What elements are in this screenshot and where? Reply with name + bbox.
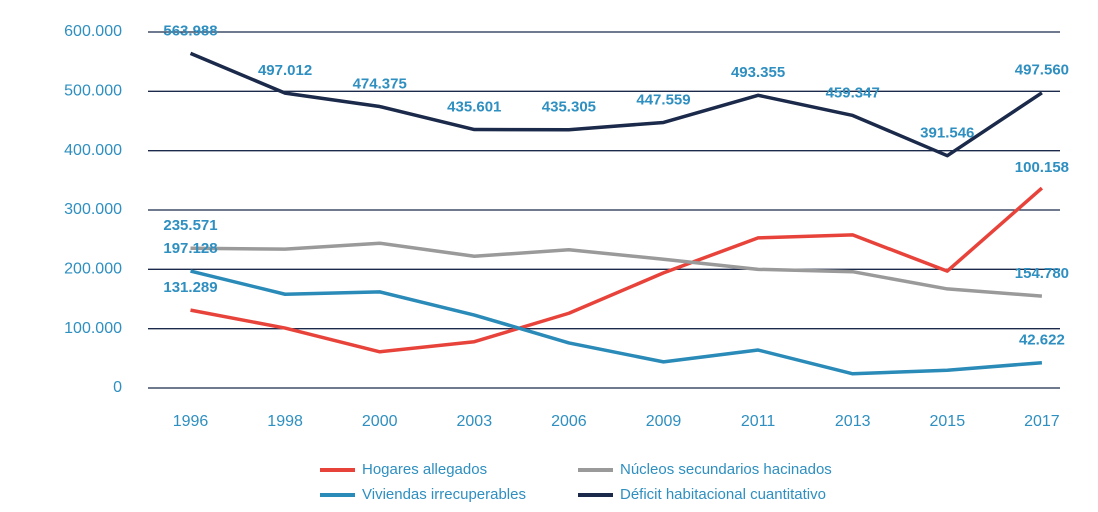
legend-label: Núcleos secundarios hacinados (620, 461, 832, 478)
annotation: 100.158 (1015, 159, 1069, 176)
x-tick-label: 2015 (930, 413, 966, 430)
series-line (189, 51, 1043, 158)
y-tick-label: 200.000 (64, 261, 122, 278)
data-label: 447.559 (636, 91, 690, 108)
data-label: 154.780 (1015, 265, 1069, 282)
data-label: 497.560 (1015, 62, 1069, 79)
x-tick-label: 2000 (362, 413, 398, 430)
x-tick-label: 2006 (551, 413, 587, 430)
y-tick-label: 400.000 (64, 142, 122, 159)
series-line (190, 269, 1043, 376)
data-label: 391.546 (920, 125, 974, 142)
x-tick-label: 2013 (835, 413, 871, 430)
y-tick-label: 0 (113, 379, 122, 396)
x-tick-label: 2011 (741, 413, 776, 430)
series-line (190, 241, 1043, 298)
data-label: 563.988 (163, 22, 217, 39)
data-label: 497.012 (258, 62, 312, 79)
data-label: 197.128 (163, 240, 217, 257)
y-tick-label: 600.000 (64, 23, 122, 40)
x-tick-label: 2003 (457, 413, 493, 430)
data-label: 235.571 (163, 217, 217, 234)
data-label: 435.601 (447, 99, 501, 116)
legend-label: Déficit habitacional cuantitativo (620, 486, 826, 503)
legend-label: Viviendas irrecuperables (362, 486, 526, 503)
legend-label: Hogares allegados (362, 461, 487, 478)
data-label: 474.375 (353, 76, 407, 93)
y-tick-label: 500.000 (64, 83, 122, 100)
data-label: 435.305 (542, 99, 596, 116)
data-label: 459.347 (826, 84, 880, 101)
data-label: 131.289 (163, 279, 217, 296)
series-line (190, 186, 1044, 354)
y-tick-label: 300.000 (64, 201, 122, 218)
data-label: 42.622 (1019, 332, 1065, 349)
x-tick-label: 2009 (646, 413, 682, 430)
x-tick-label: 1996 (173, 413, 209, 430)
y-tick-label: 100.000 (64, 320, 122, 337)
data-label: 493.355 (731, 64, 785, 81)
x-tick-label: 2017 (1024, 413, 1060, 430)
x-tick-label: 1998 (267, 413, 303, 430)
